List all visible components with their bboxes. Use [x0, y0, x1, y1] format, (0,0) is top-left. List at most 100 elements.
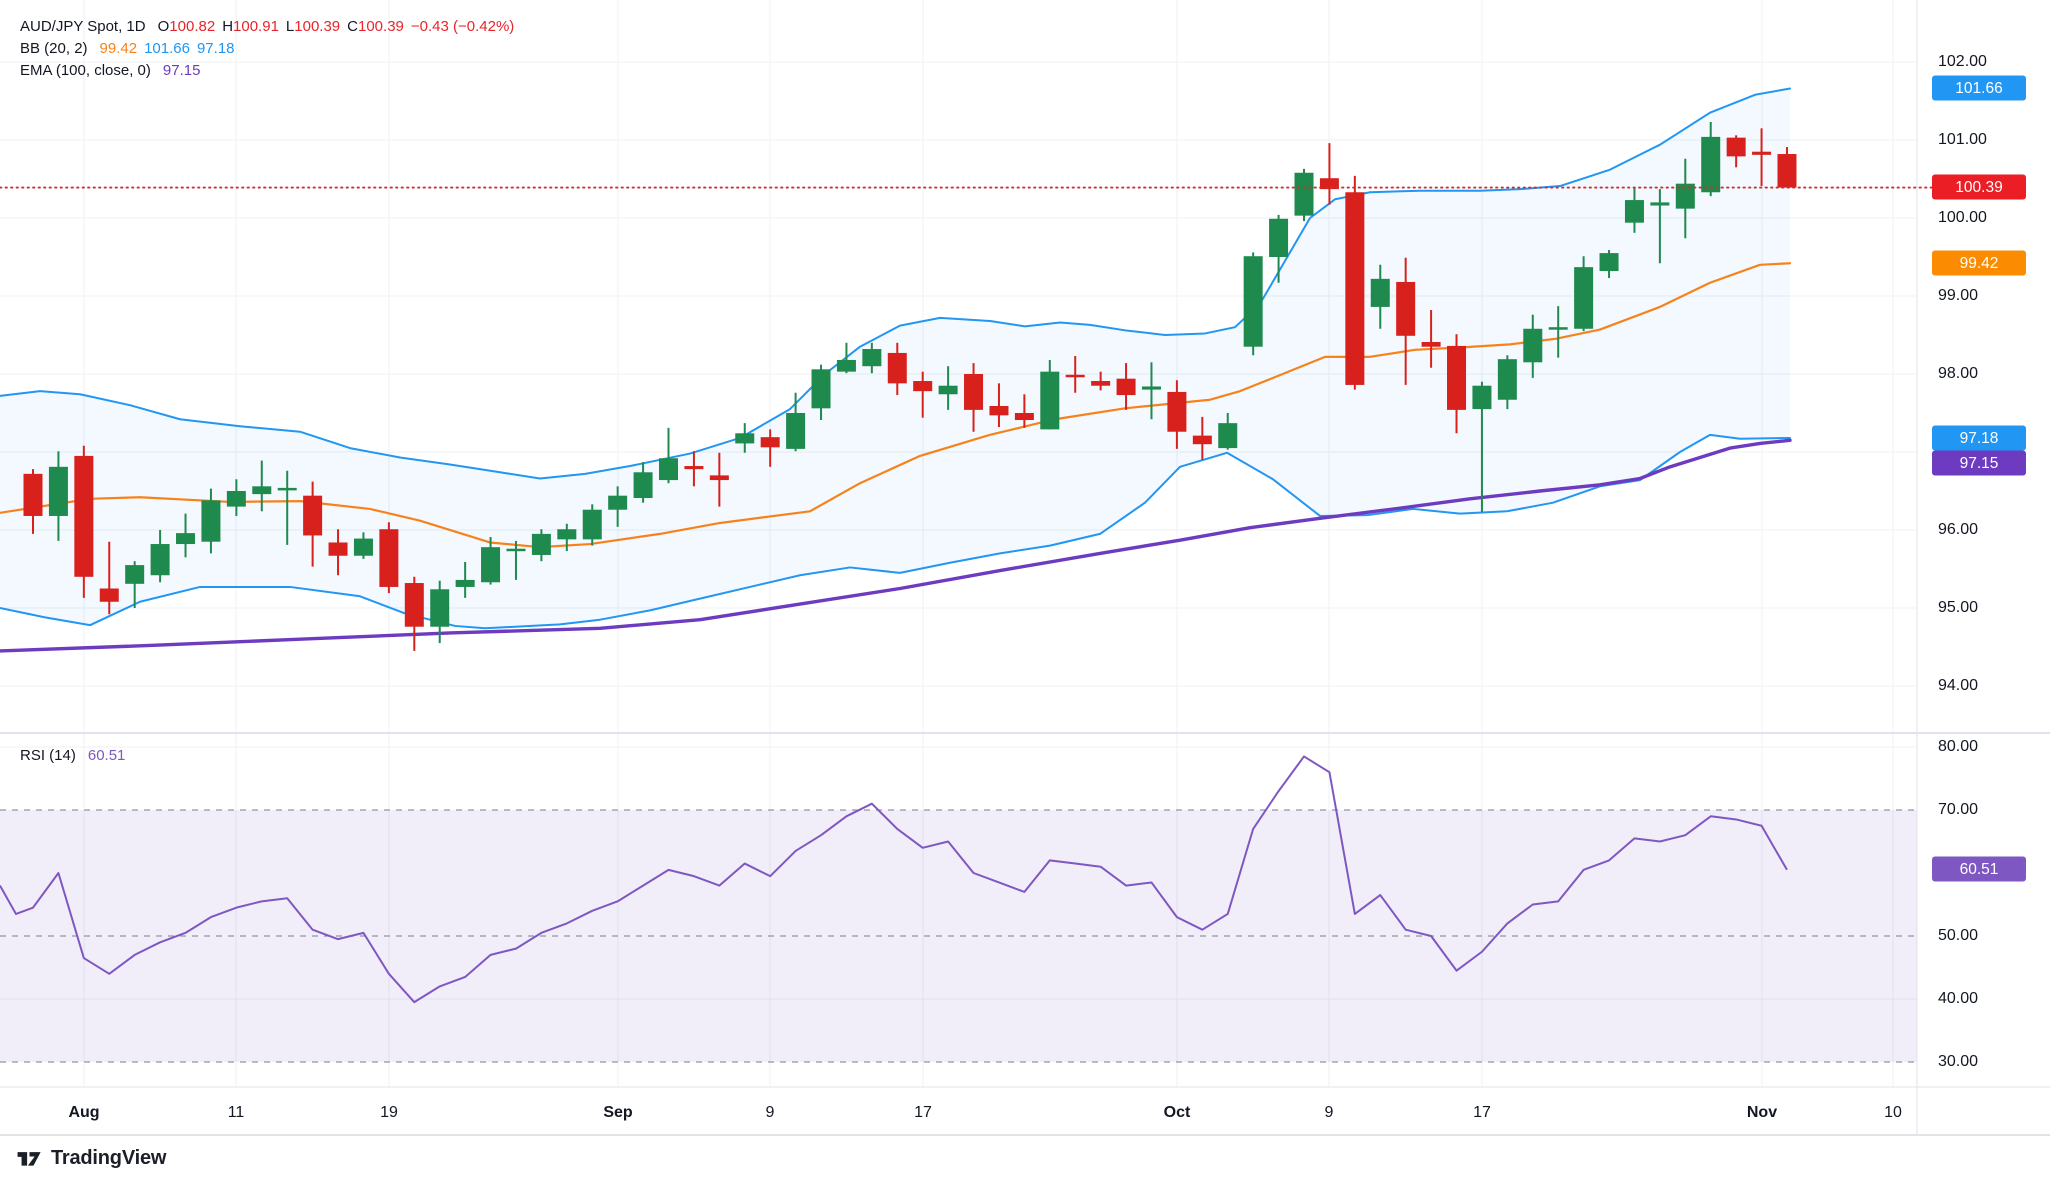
bollinger-basis-line — [0, 262, 1792, 549]
price-scale-badge — [1932, 425, 2026, 451]
badge-label: 100.39 — [1955, 179, 2002, 196]
tradingview-logo-icon — [17, 1152, 41, 1166]
candle-body — [1497, 359, 1517, 400]
price-scale-label: 98.00 — [1938, 365, 1978, 382]
time-axis-label: Sep — [603, 1104, 633, 1121]
badge-label: 101.66 — [1955, 80, 2002, 97]
ema-label: EMA (100, close, 0) — [20, 62, 151, 79]
candle-body — [836, 359, 856, 372]
candle-body — [709, 475, 729, 481]
price-scale-label: 80.00 — [1938, 738, 1978, 755]
candle-body — [1752, 151, 1772, 155]
tradingview-logo-text: TradingView — [51, 1147, 167, 1169]
ohlc-low-label: L — [285, 18, 295, 35]
candle-body — [1243, 256, 1263, 347]
candle-body — [455, 579, 475, 587]
bb-lower-value: 97.18 — [196, 40, 235, 57]
candle-body — [252, 486, 272, 495]
candle-body — [1192, 435, 1212, 445]
time-axis-label: 17 — [914, 1104, 932, 1121]
candle-body — [557, 529, 577, 540]
bollinger-upper-line — [0, 87, 1791, 480]
time-axis-label: Nov — [1747, 1104, 1777, 1121]
time-axis-label: Aug — [68, 1104, 99, 1121]
time-axis-label: 11 — [228, 1104, 245, 1121]
bb-basis-value: 99.42 — [99, 40, 138, 57]
ohlc-high-value: 100.91 — [233, 18, 279, 35]
candle-body — [1777, 154, 1797, 188]
candle-body — [1650, 202, 1670, 206]
time-axis-label: 9 — [766, 1104, 775, 1121]
candle-body — [862, 349, 882, 367]
candle-body — [277, 487, 297, 491]
change-value: −0.43 (−0.42%) — [410, 18, 515, 35]
candle-body — [735, 433, 755, 444]
candle-body — [760, 437, 780, 448]
candle-body — [1599, 253, 1619, 272]
bb-legend-row[interactable]: BB (20, 2) 99.42 101.66 97.18 — [20, 38, 514, 60]
candle-body — [1116, 378, 1136, 396]
candle-body — [887, 352, 907, 384]
candle-body — [582, 509, 602, 540]
candle-body — [201, 500, 221, 542]
price-scale-label: 99.00 — [1938, 287, 1978, 304]
candle-body — [506, 548, 526, 552]
candle-body — [1065, 374, 1085, 378]
rsi-line — [0, 755, 1788, 1004]
ohlc-high-label: H — [222, 18, 234, 35]
candle-body — [1319, 178, 1339, 190]
candle-body — [1218, 423, 1238, 449]
candle-body — [74, 455, 94, 577]
candle-body — [1447, 345, 1467, 410]
price-scale-label: 30.00 — [1938, 1053, 1978, 1070]
candle-body — [1574, 267, 1594, 329]
candle-body — [938, 385, 958, 395]
candle-body — [684, 466, 704, 470]
candle-body — [1675, 183, 1695, 209]
price-scale-label: 102.00 — [1938, 53, 1987, 70]
candle-body — [633, 472, 653, 499]
candle-body — [99, 588, 119, 602]
candle-body — [1726, 137, 1746, 157]
symbol-legend-row[interactable]: AUD/JPY Spot, 1D O 100.82 H 100.91 L 100.39… — [20, 16, 514, 38]
price-scale-badge — [1932, 75, 2026, 101]
tradingview-logo[interactable]: TradingView — [16, 1146, 166, 1171]
bb-label: BB (20, 2) — [20, 40, 88, 57]
candle-body — [176, 533, 196, 545]
ohlc-open-label: O — [157, 18, 170, 35]
candle-body — [608, 495, 628, 510]
candle-body — [125, 565, 145, 584]
price-scale-label: 100.00 — [1938, 209, 1987, 226]
candle-body — [1269, 218, 1289, 257]
bb-upper-value: 101.66 — [144, 40, 190, 57]
candle-body — [353, 538, 373, 556]
candle-body — [1091, 381, 1111, 386]
price-scale-badge — [1932, 250, 2026, 276]
candle-body — [379, 529, 399, 587]
time-axis-label: Oct — [1164, 1104, 1191, 1121]
ema-legend-row[interactable]: EMA (100, close, 0) 97.15 — [20, 60, 514, 82]
candle-body — [1421, 342, 1441, 347]
candle-body — [1472, 385, 1492, 410]
candle-body — [989, 405, 1009, 416]
price-scale-badge — [1932, 856, 2026, 882]
ema100-line — [0, 438, 1792, 653]
candle-body — [23, 473, 43, 516]
candle-body — [964, 374, 984, 410]
badge-label: 99.42 — [1960, 255, 1999, 272]
badge-label: 60.51 — [1960, 861, 1999, 878]
candle-body — [328, 542, 348, 556]
ema-value: 97.15 — [162, 62, 201, 79]
time-axis-label: 10 — [1884, 1104, 1902, 1121]
candle-body — [481, 547, 501, 583]
bollinger-lower-line — [0, 433, 1791, 630]
rsi-legend-row[interactable]: RSI (14) 60.51 — [20, 745, 125, 767]
candle-body — [1370, 278, 1390, 307]
rsi-value: 60.51 — [87, 747, 126, 764]
candle-body — [226, 491, 246, 507]
ohlc-open-value: 100.82 — [169, 18, 216, 35]
price-scale-label: 70.00 — [1938, 801, 1978, 818]
candle-body — [1523, 328, 1543, 363]
legend: AUD/JPY Spot, 1D O 100.82 H 100.91 L 100.39… — [20, 16, 514, 82]
